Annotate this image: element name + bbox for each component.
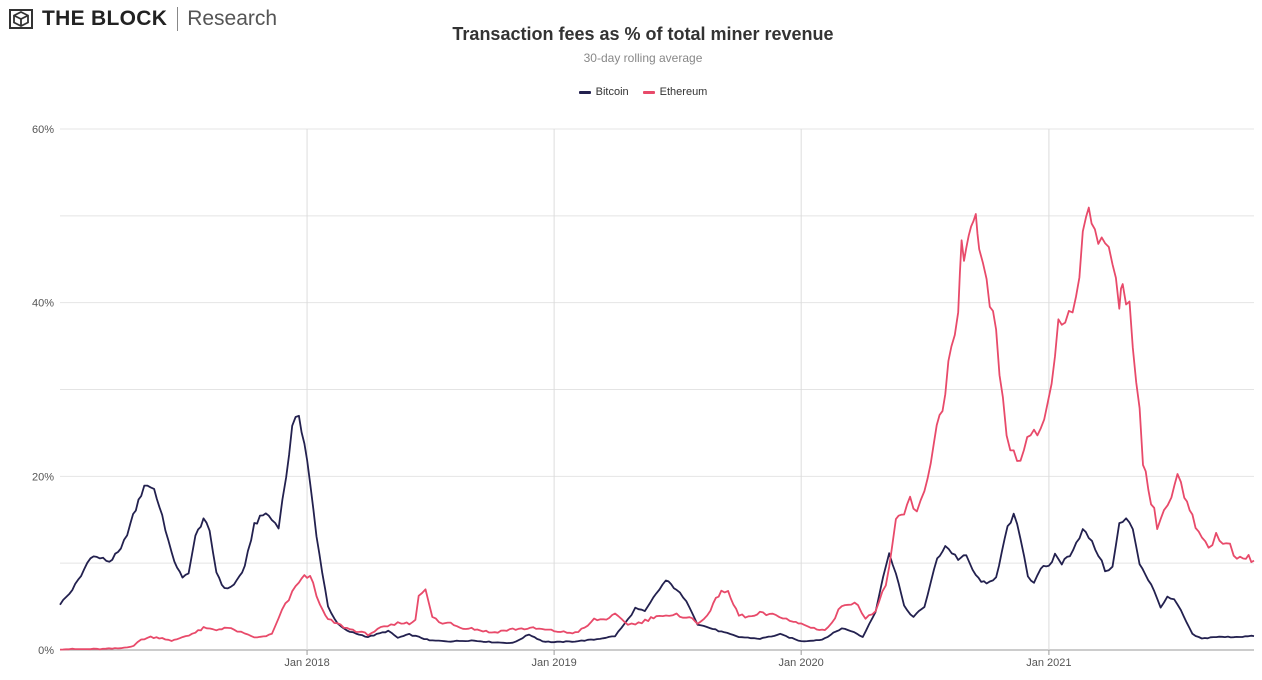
y-tick-label: 60% [32,124,54,136]
legend-item-ethereum[interactable]: Ethereum [642,86,708,98]
series-line-ethereum [59,206,1255,651]
y-tick-label: 0% [38,645,54,657]
brand-title: THE BLOCK [42,7,168,30]
brand-subtitle: Research [187,7,278,30]
legend-label-ethereum: Ethereum [659,86,708,98]
legend-swatch-bitcoin [578,90,591,94]
brand-header: THE BLOCK Research [8,4,277,34]
cube-logo-icon [9,9,33,29]
x-tick-label: Jan 2018 [284,657,329,669]
chart-title: Transaction fees as % of total miner rev… [452,24,834,44]
legend-swatch-ethereum [642,90,655,94]
chart-legend: Bitcoin Ethereum [0,86,1262,98]
y-tick-label: 20% [32,471,54,483]
x-tick-label: Jan 2021 [1026,657,1071,669]
x-tick-label: Jan 2020 [779,657,824,669]
y-tick-label: 40% [32,298,54,310]
legend-label-bitcoin: Bitcoin [595,86,629,98]
x-tick-label: Jan 2019 [531,657,576,669]
brand-divider [177,7,179,31]
series-line-bitcoin [59,414,1255,644]
legend-item-bitcoin[interactable]: Bitcoin [578,86,629,98]
chart-subtitle: 30-day rolling average [583,51,703,65]
